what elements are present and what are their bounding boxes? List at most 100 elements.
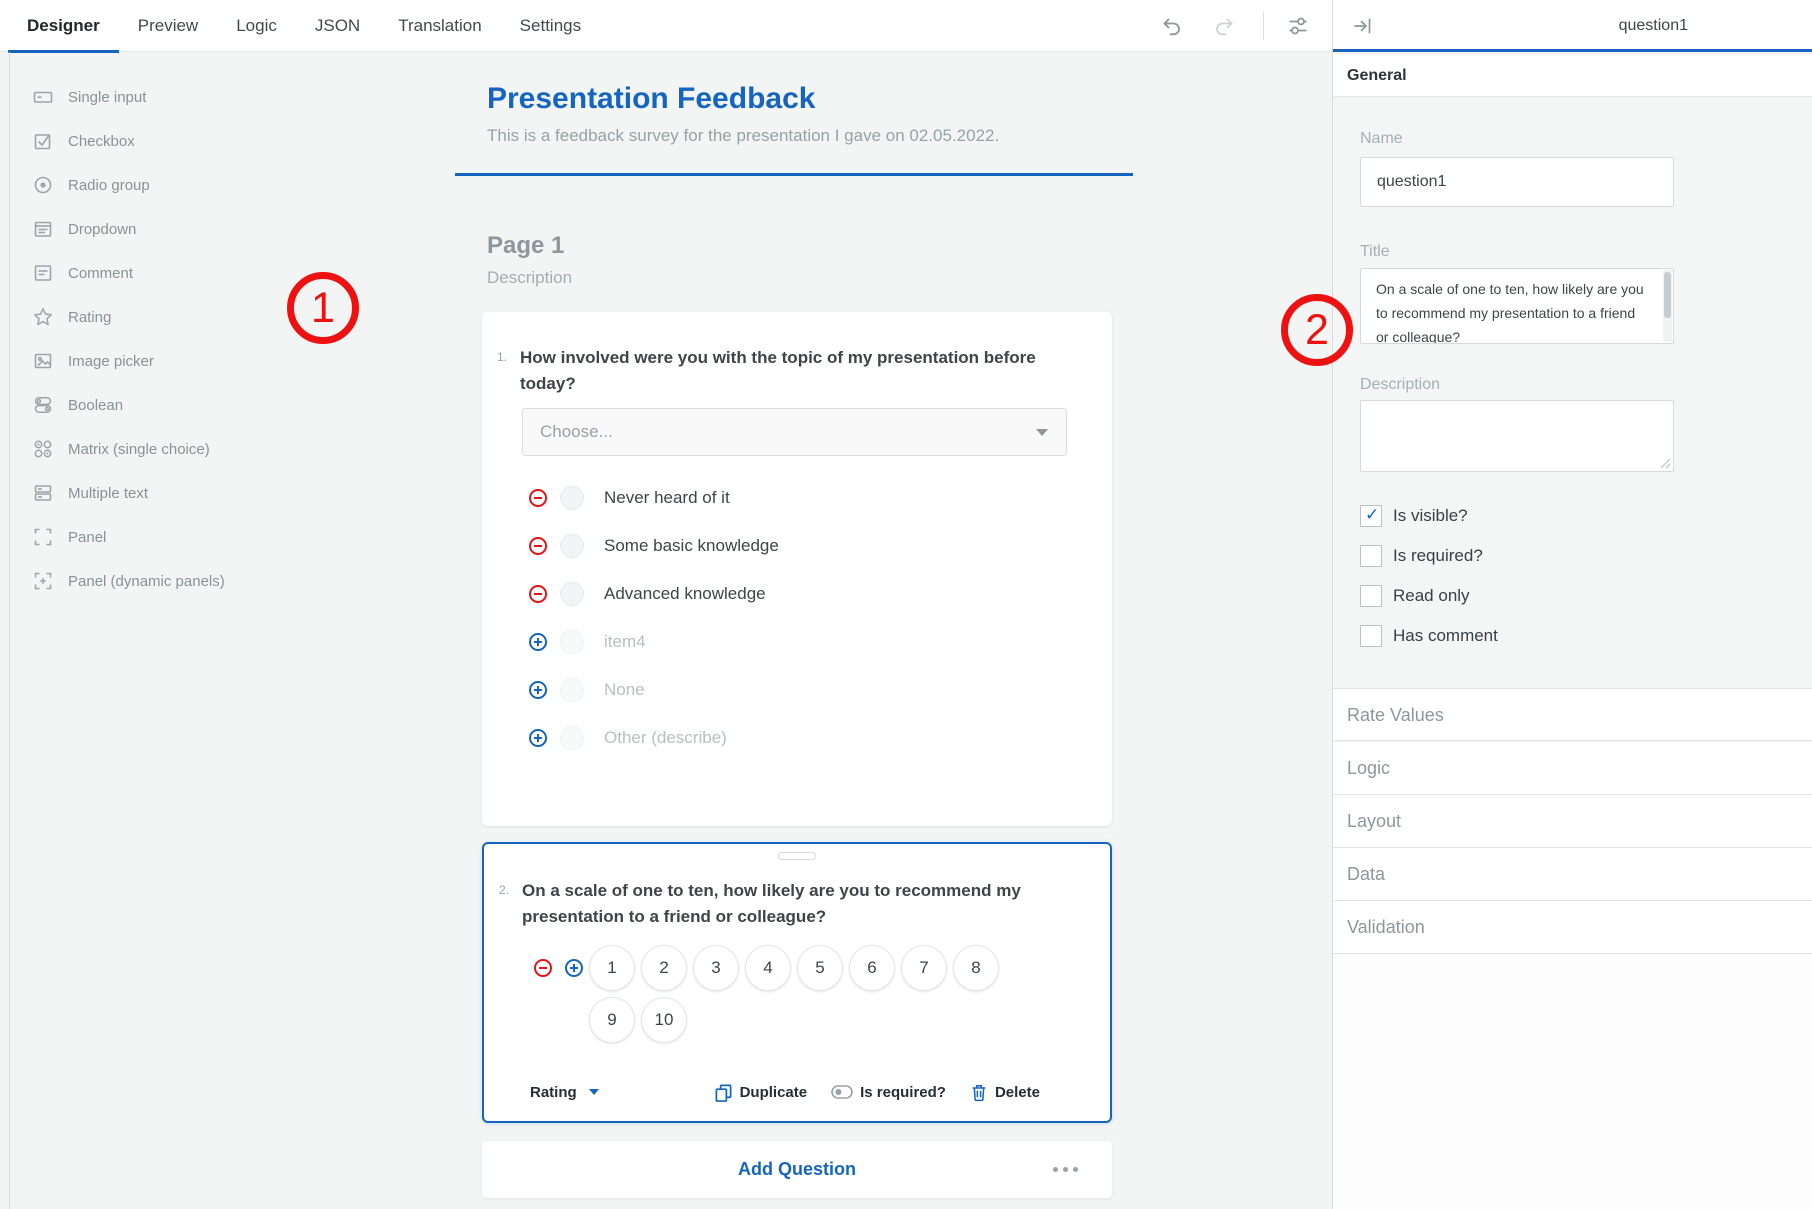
choice-label[interactable]: Other (describe) bbox=[604, 728, 727, 747]
add-choice-icon[interactable] bbox=[528, 728, 548, 748]
rating-value[interactable]: 9 bbox=[589, 997, 635, 1043]
toolbox-item-label: Panel bbox=[68, 528, 107, 546]
rating-value[interactable]: 10 bbox=[641, 997, 687, 1043]
title-textarea[interactable]: On a scale of one to ten, how likely are… bbox=[1360, 268, 1674, 344]
add-rate-icon[interactable] bbox=[564, 958, 584, 978]
rating-value[interactable]: 3 bbox=[693, 945, 739, 991]
add-choice-icon[interactable] bbox=[528, 680, 548, 700]
description-label: Description bbox=[1360, 376, 1441, 393]
toolbox-item-rating[interactable]: Rating bbox=[33, 295, 283, 339]
collapse-panel-icon[interactable] bbox=[1351, 14, 1375, 38]
tab-json[interactable]: JSON bbox=[314, 16, 361, 35]
textarea-scrollbar[interactable] bbox=[1663, 270, 1672, 342]
toolbox-item-panel[interactable]: Panel bbox=[33, 515, 283, 559]
tab-designer[interactable]: Designer bbox=[8, 0, 119, 53]
selected-object-name[interactable]: question1 bbox=[1618, 17, 1688, 34]
choice-label[interactable]: Some basic knowledge bbox=[604, 536, 779, 555]
delete-button[interactable]: Delete bbox=[970, 1083, 1040, 1102]
question-title[interactable]: How involved were you with the topic of … bbox=[520, 348, 1036, 393]
choice-list: Never heard of it Some basic knowledge A… bbox=[528, 474, 1092, 762]
toolbox-item-label: Comment bbox=[68, 264, 134, 282]
toolbox-item-checkbox[interactable]: Checkbox bbox=[33, 119, 283, 163]
remove-choice-icon[interactable] bbox=[528, 536, 548, 556]
toolbox-item-image-picker[interactable]: Image picker bbox=[33, 339, 283, 383]
annotation-circle-1: 1 bbox=[287, 272, 359, 344]
page-title[interactable]: Page 1 bbox=[487, 232, 565, 259]
section-validation[interactable]: Validation bbox=[1333, 901, 1812, 954]
remove-choice-icon[interactable] bbox=[528, 488, 548, 508]
section-layout[interactable]: Layout bbox=[1333, 795, 1812, 848]
tab-preview[interactable]: Preview bbox=[137, 16, 199, 35]
page-description[interactable]: Description bbox=[487, 268, 573, 287]
rating-value[interactable]: 4 bbox=[745, 945, 791, 991]
section-label: Validation bbox=[1347, 917, 1425, 937]
toolbox-item-boolean[interactable]: Boolean bbox=[33, 383, 283, 427]
choice-label[interactable]: Never heard of it bbox=[604, 488, 730, 507]
is-required-toggle[interactable]: Is required? bbox=[831, 1084, 946, 1101]
section-label: Data bbox=[1347, 864, 1386, 884]
trash-icon bbox=[972, 1084, 986, 1101]
remove-rate-icon[interactable] bbox=[533, 958, 553, 978]
toolbox-scrollbar[interactable] bbox=[9, 52, 10, 1209]
checkbox-has-comment[interactable]: Has comment bbox=[1360, 625, 1498, 647]
survey-title[interactable]: Presentation Feedback bbox=[487, 82, 816, 115]
checkbox-label: Is visible? bbox=[1393, 506, 1468, 525]
toolbox-item-dropdown[interactable]: Dropdown bbox=[33, 207, 283, 251]
choice-label[interactable]: None bbox=[604, 680, 645, 699]
toolbox-item-label: Radio group bbox=[68, 176, 150, 194]
name-input[interactable] bbox=[1360, 157, 1674, 207]
question-type-label: Rating bbox=[530, 1083, 577, 1101]
section-rate-values[interactable]: Rate Values bbox=[1333, 688, 1812, 741]
rating-value[interactable]: 2 bbox=[641, 945, 687, 991]
toolbox-item-single-input[interactable]: Single input bbox=[33, 75, 283, 119]
toolbox-item-radio-group[interactable]: Radio group bbox=[33, 163, 283, 207]
description-textarea[interactable] bbox=[1360, 400, 1674, 472]
checkbox-box[interactable] bbox=[1360, 625, 1382, 647]
section-data[interactable]: Data bbox=[1333, 848, 1812, 901]
add-choice-icon[interactable] bbox=[528, 632, 548, 652]
toolbox-item-multiple-text[interactable]: Multiple text bbox=[33, 471, 283, 515]
question-card-1[interactable]: 1. How involved were you with the topic … bbox=[482, 312, 1112, 826]
tab-translation[interactable]: Translation bbox=[398, 16, 482, 35]
remove-choice-icon[interactable] bbox=[528, 584, 548, 604]
rating-value[interactable]: 8 bbox=[953, 945, 999, 991]
radio-circle bbox=[560, 486, 584, 510]
rating-value[interactable]: 5 bbox=[797, 945, 843, 991]
section-logic[interactable]: Logic bbox=[1333, 742, 1812, 795]
rating-value[interactable]: 1 bbox=[589, 945, 635, 991]
toolbox-item-label: Single input bbox=[68, 88, 147, 106]
rating-value[interactable]: 6 bbox=[849, 945, 895, 991]
resize-grip-icon[interactable] bbox=[1660, 458, 1671, 469]
question-title[interactable]: On a scale of one to ten, how likely are… bbox=[522, 881, 1021, 926]
checkbox-is-required[interactable]: Is required? bbox=[1360, 545, 1483, 567]
toolbox-item-matrix[interactable]: Matrix (single choice) bbox=[33, 427, 283, 471]
survey-description[interactable]: This is a feedback survey for the presen… bbox=[487, 126, 1000, 145]
title-value: On a scale of one to ten, how likely are… bbox=[1376, 281, 1644, 344]
checkbox-box[interactable] bbox=[1360, 505, 1382, 527]
section-label: Layout bbox=[1347, 811, 1402, 831]
toolbox-item-comment[interactable]: Comment bbox=[33, 251, 283, 295]
rating-value[interactable]: 7 bbox=[901, 945, 947, 991]
add-question-button[interactable]: Add Question bbox=[738, 1159, 856, 1179]
tab-settings[interactable]: Settings bbox=[519, 16, 582, 35]
question-card-2-selected[interactable]: 2. On a scale of one to ten, how likely … bbox=[482, 842, 1112, 1123]
checkbox-read-only[interactable]: Read only bbox=[1360, 585, 1470, 607]
undo-icon[interactable] bbox=[1160, 14, 1184, 38]
more-question-types-icon[interactable] bbox=[1053, 1167, 1078, 1172]
toolbox-item-panel-dynamic[interactable]: Panel (dynamic panels) bbox=[33, 559, 283, 603]
choice-label[interactable]: item4 bbox=[604, 632, 646, 651]
choice-label[interactable]: Advanced knowledge bbox=[604, 584, 766, 603]
checkbox-box[interactable] bbox=[1360, 545, 1382, 567]
view-settings-icon[interactable] bbox=[1286, 14, 1310, 38]
checkbox-is-visible[interactable]: Is visible? bbox=[1360, 505, 1468, 527]
section-general[interactable]: General bbox=[1333, 55, 1812, 97]
duplicate-button[interactable]: Duplicate bbox=[714, 1083, 807, 1102]
question-type-selector[interactable]: Rating bbox=[530, 1084, 599, 1101]
q1-dropdown[interactable]: Choose... bbox=[522, 408, 1067, 456]
redo-icon[interactable] bbox=[1212, 14, 1236, 38]
choice-row: Advanced knowledge bbox=[528, 570, 1092, 618]
choice-row: item4 bbox=[528, 618, 1092, 666]
tab-logic[interactable]: Logic bbox=[236, 16, 277, 35]
drag-handle[interactable] bbox=[778, 852, 816, 860]
checkbox-box[interactable] bbox=[1360, 585, 1382, 607]
